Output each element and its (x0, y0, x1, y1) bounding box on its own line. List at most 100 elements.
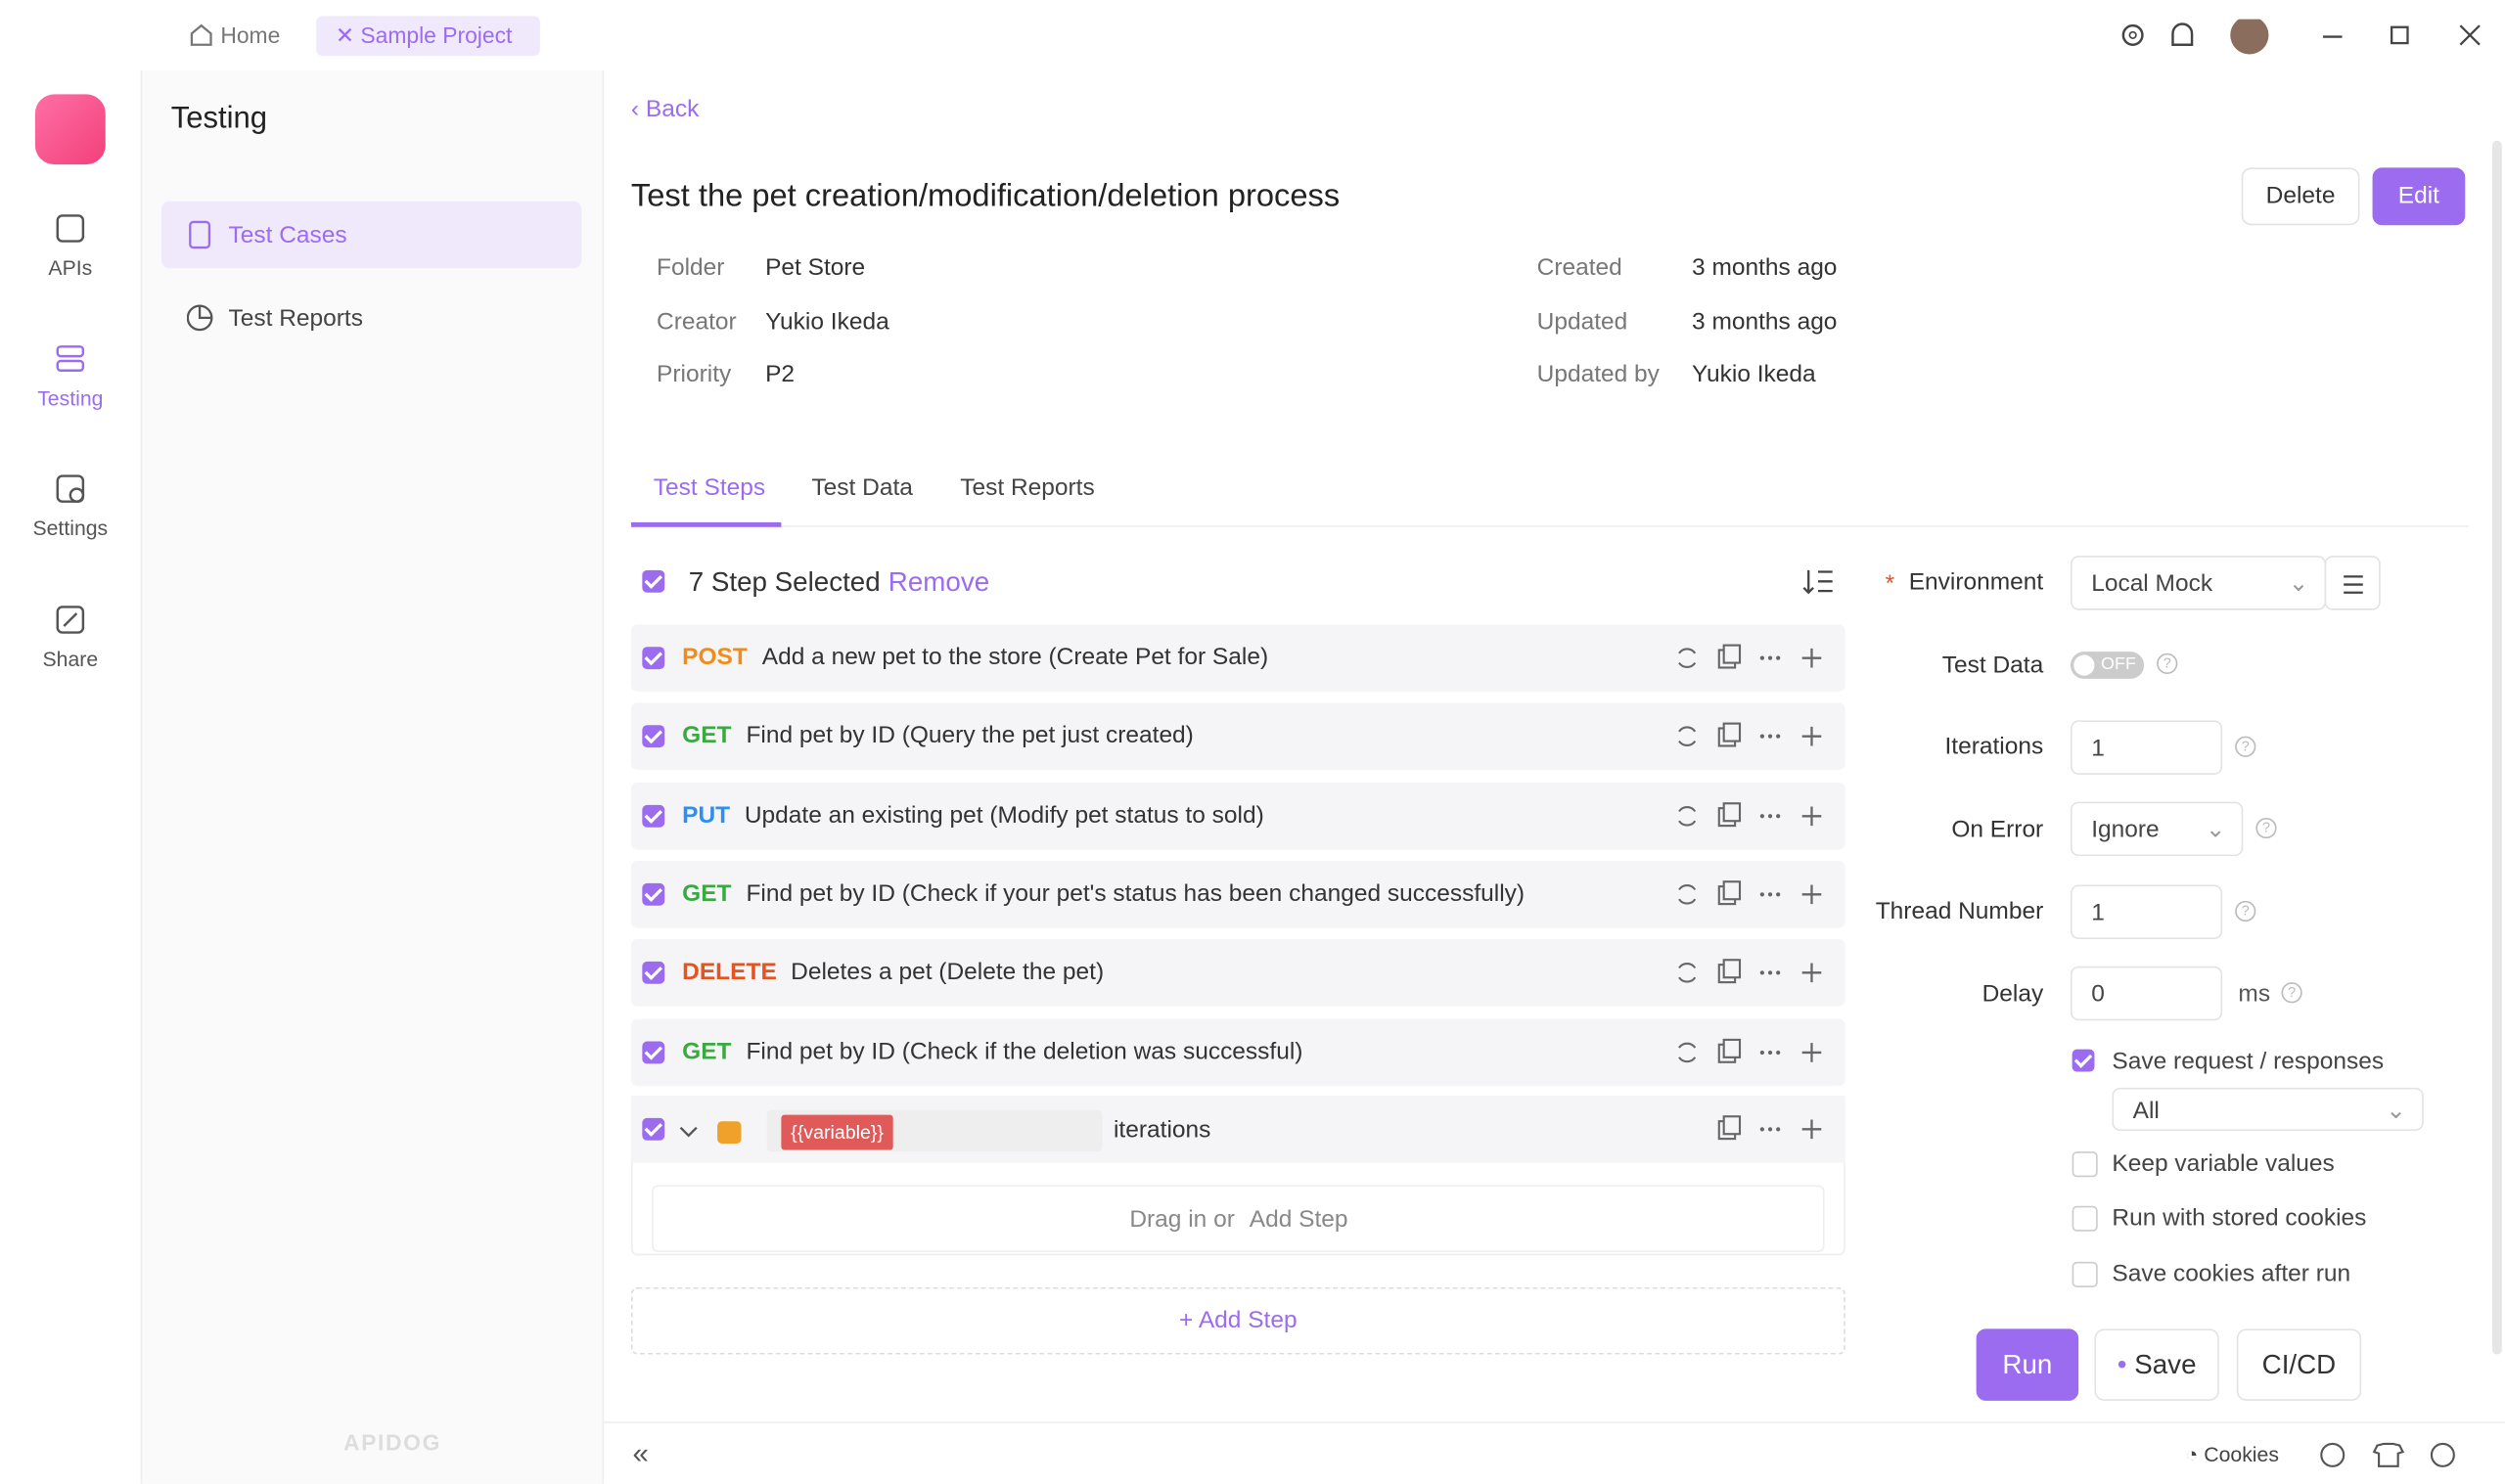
thread-input[interactable]: 1 (2070, 884, 2223, 940)
nav-icon (56, 605, 85, 633)
sort-icon[interactable] (1802, 567, 1835, 596)
step-checkbox[interactable] (642, 962, 665, 985)
nav-icon (56, 214, 85, 243)
save-button[interactable]: • Save (2094, 1328, 2219, 1401)
step-checkbox[interactable] (642, 804, 665, 828)
step-method: GET (682, 1037, 732, 1065)
cicd-button[interactable]: CI/CD (2236, 1328, 2362, 1401)
setting-label: Iterations (1944, 733, 2044, 761)
step-actions (1674, 1037, 1826, 1072)
drop-zone[interactable] (652, 1185, 1825, 1253)
option-checkbox[interactable] (2072, 1151, 2098, 1178)
scrollbar (2492, 140, 2502, 1355)
meta-label: Folder (657, 253, 725, 282)
add-step-button[interactable]: + Add Step (630, 1286, 1845, 1355)
nav-label: Share (42, 646, 99, 670)
setting-label: Delay (1981, 980, 2044, 1009)
step-description: Add a new pet to the store (Create Pet f… (761, 643, 1269, 671)
panel-item[interactable]: Test Reports (228, 304, 363, 333)
remove-link[interactable]: Remove (888, 566, 990, 598)
footer-divider (602, 1421, 2505, 1423)
help-icon[interactable]: ? (2281, 982, 2302, 1004)
edit-button[interactable]: Edit (2372, 167, 2466, 226)
environment-menu[interactable] (2324, 556, 2381, 610)
step-actions (1674, 959, 1826, 994)
step-row[interactable] (630, 860, 1845, 928)
help-icon[interactable]: ? (2235, 736, 2256, 757)
brand: APIDOG (343, 1429, 442, 1456)
home-label: Home (220, 22, 281, 48)
help-icon[interactable]: ? (2235, 900, 2256, 922)
help-icon[interactable]: ? (2255, 817, 2277, 839)
step-checkbox[interactable] (642, 725, 665, 748)
step-checkbox[interactable] (642, 647, 665, 670)
content-tab[interactable]: Test Steps (653, 473, 766, 502)
back-link[interactable]: ‹ Back (630, 95, 700, 123)
content-tab[interactable]: Test Data (811, 473, 913, 502)
meta-value: 3 months ago (1692, 307, 1838, 336)
run-button[interactable]: Run (1976, 1328, 2079, 1401)
step-checkbox[interactable] (642, 882, 665, 906)
nav-item[interactable]: APIs (0, 211, 141, 280)
step-row[interactable] (630, 624, 1845, 692)
step-method: GET (682, 722, 732, 750)
delay-input[interactable]: 0 (2070, 966, 2223, 1021)
option-checkbox[interactable] (2072, 1049, 2095, 1072)
step-checkbox[interactable] (642, 1117, 665, 1141)
nav-item[interactable]: Testing (0, 341, 141, 410)
step-actions (1674, 722, 1826, 757)
save-scope-select[interactable]: All ⌄ (2112, 1087, 2424, 1131)
meta-label: Creator (657, 307, 737, 336)
step-method: DELETE (682, 958, 777, 986)
step-row[interactable] (630, 1017, 1845, 1086)
step-actions (1674, 879, 1826, 915)
option-checkbox[interactable] (2072, 1205, 2098, 1232)
step-actions (1674, 644, 1826, 679)
drop-add[interactable]: Add Step (1249, 1205, 1348, 1234)
toggle-label: OFF (2101, 654, 2136, 674)
meta-label: Created (1536, 253, 1622, 282)
meta-value: P2 (765, 361, 796, 389)
panel-item[interactable]: Test Cases (228, 221, 347, 249)
cookies-link[interactable]: ◔ Cookies (2185, 1442, 2279, 1466)
save-label: Save (2134, 1349, 2197, 1380)
delay-unit: ms (2238, 980, 2271, 1009)
step-row[interactable] (630, 782, 1845, 849)
select-all-checkbox[interactable] (642, 569, 665, 593)
step-method: POST (682, 643, 748, 671)
setting-label: Test Data (1941, 652, 2044, 679)
active-item-bg (160, 201, 582, 269)
add-step-label: Add Step (1198, 1306, 1298, 1334)
delete-button[interactable]: Delete (2241, 167, 2360, 226)
home-tab[interactable]: Home (189, 16, 281, 56)
nav-icon (56, 344, 85, 372)
iterations-input[interactable]: 1 (2070, 720, 2223, 775)
meta-value: Pet Store (765, 253, 866, 282)
nav-label: Settings (32, 516, 109, 540)
required-mark: * (1885, 569, 1895, 598)
option-label: Run with stored cookies (2112, 1204, 2367, 1232)
project-label: Sample Project (360, 22, 513, 48)
on-error-select[interactable]: Ignore ⌄ (2070, 801, 2244, 857)
step-description: Find pet by ID (Check if the deletion wa… (746, 1037, 1303, 1065)
nav-item[interactable]: Settings (0, 472, 141, 540)
delay-value: 0 (2091, 980, 2105, 1009)
app-logo[interactable] (34, 94, 106, 165)
project-tab[interactable]: ✕ Sample Project (316, 16, 540, 57)
home-icon (190, 23, 212, 46)
step-row[interactable] (630, 939, 1845, 1007)
nav-label: Testing (37, 385, 104, 410)
step-method: PUT (682, 800, 731, 829)
menu-icon (2344, 575, 2363, 594)
help-icon[interactable]: ? (2157, 652, 2178, 674)
step-row[interactable] (630, 702, 1845, 771)
collapse-button[interactable]: « (632, 1437, 649, 1470)
nav-item[interactable]: Share (0, 602, 141, 670)
meta-label: Priority (657, 361, 732, 389)
meta-label: Updated (1536, 307, 1628, 336)
content-tab[interactable]: Test Reports (960, 473, 1095, 502)
environment-select[interactable]: Local Mock ⌄ (2070, 556, 2327, 610)
option-checkbox[interactable] (2072, 1261, 2098, 1287)
step-checkbox[interactable] (642, 1040, 665, 1063)
save-scope-value: All (2132, 1097, 2160, 1125)
